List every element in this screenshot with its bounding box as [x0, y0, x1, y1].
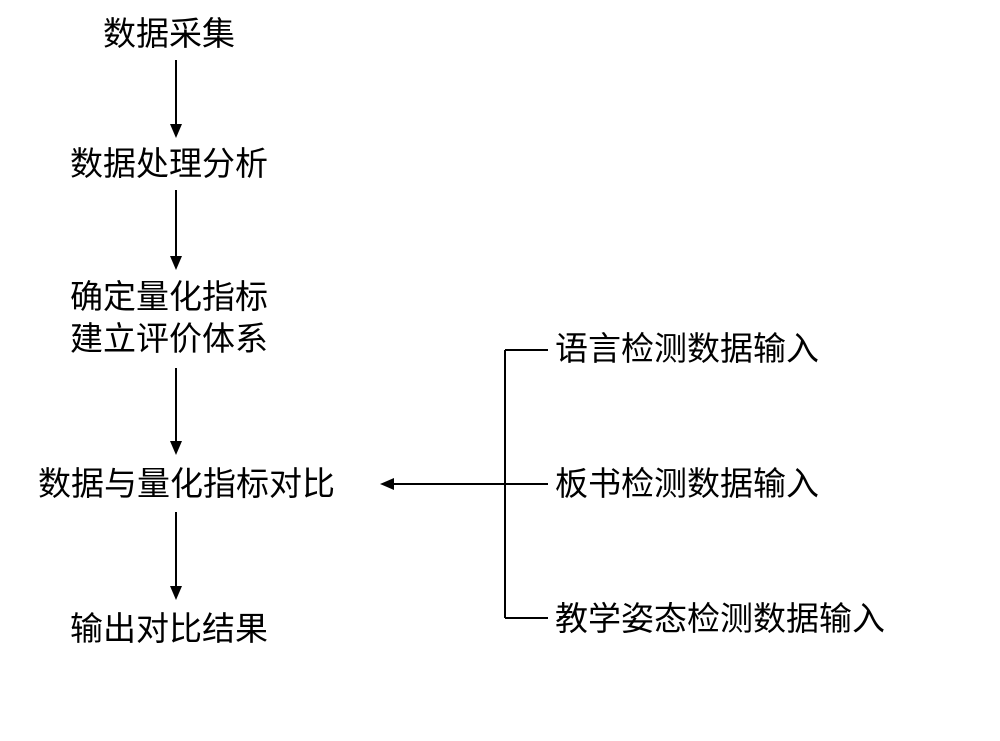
node-data-acquisition: 数据采集	[103, 15, 235, 56]
node-output: 输出对比结果	[70, 610, 268, 651]
node-compare: 数据与量化指标对比	[38, 465, 335, 506]
node-input-blackboard: 板书检测数据输入	[555, 465, 819, 506]
node-quant-line1: 确定量化指标	[70, 278, 268, 319]
node-input-posture: 教学姿态检测数据输入	[555, 600, 885, 641]
node-data-processing: 数据处理分析	[70, 145, 268, 186]
node-quant-line2: 建立评价体系	[70, 320, 268, 361]
node-input-language: 语言检测数据输入	[555, 330, 819, 371]
flowchart-canvas: 数据采集 数据处理分析 确定量化指标 建立评价体系 数据与量化指标对比 输出对比…	[0, 0, 1000, 741]
